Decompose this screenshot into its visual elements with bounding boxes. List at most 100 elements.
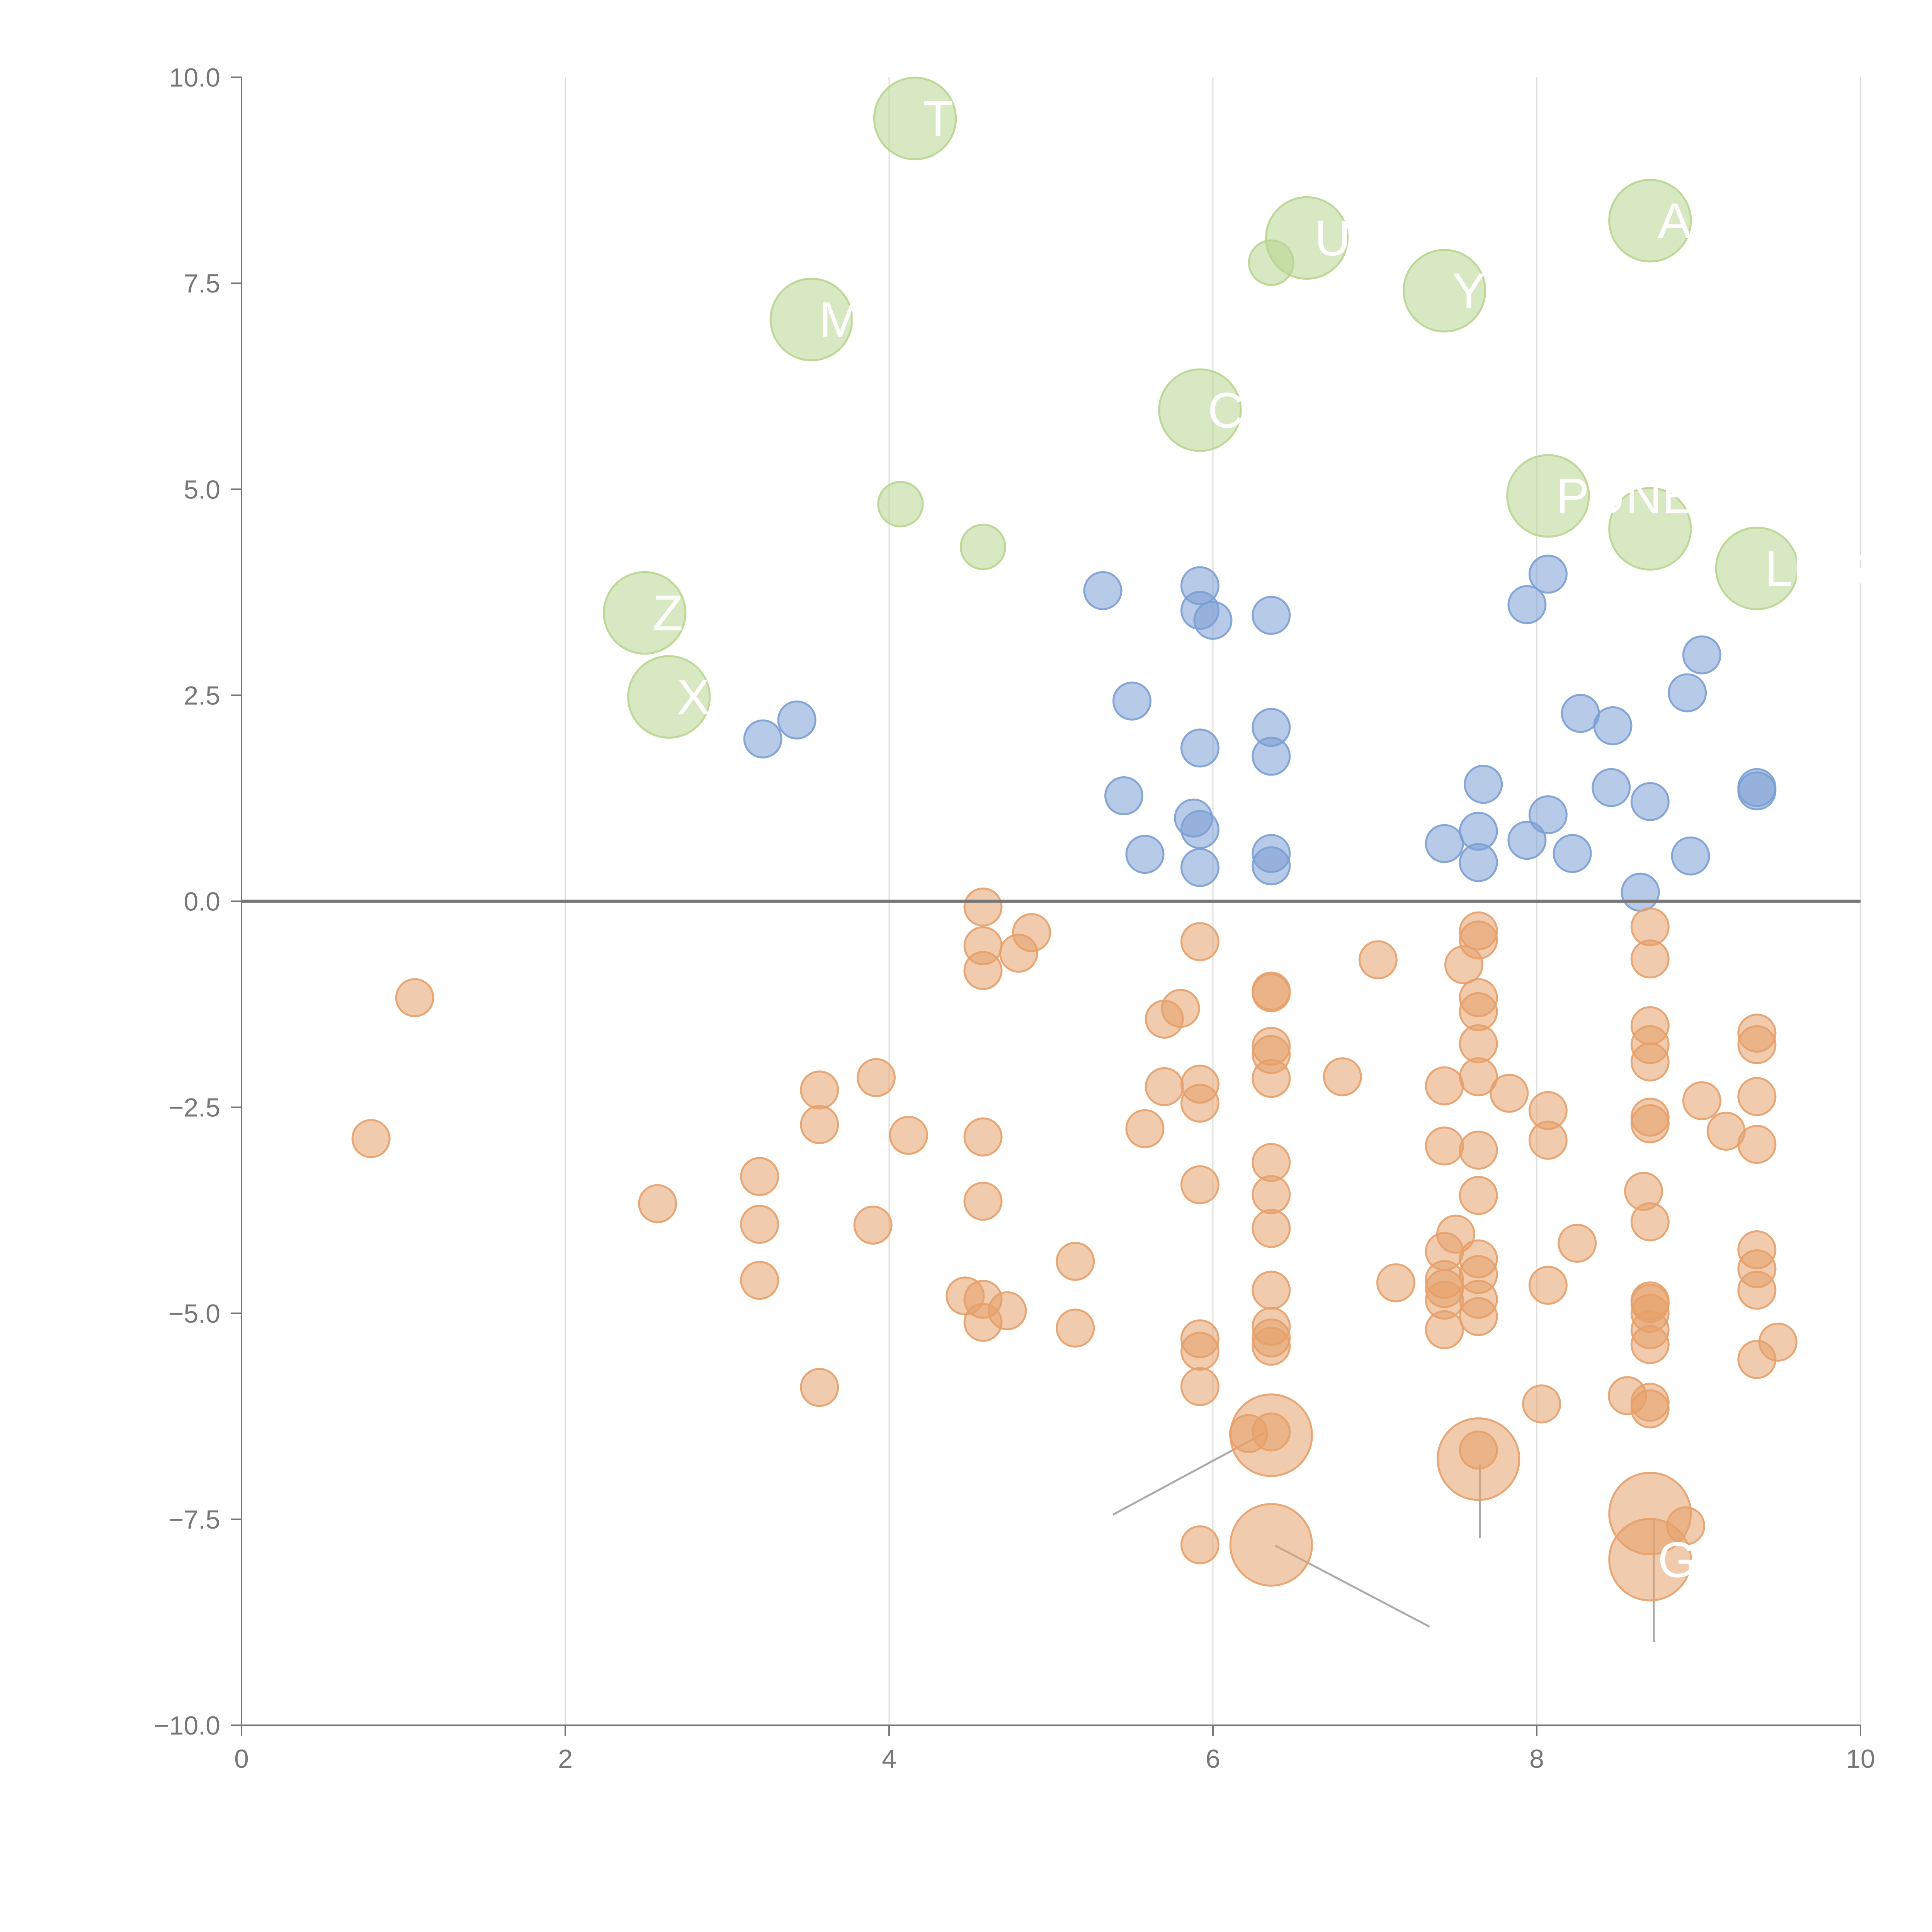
blue-data-point — [1112, 681, 1151, 721]
orange-data-point — [1376, 1263, 1415, 1303]
points-layer — [351, 77, 1799, 1602]
orange-data-point — [1608, 1518, 1692, 1602]
orange-data-point — [1630, 939, 1670, 979]
axis-layer: 0 2 4 6 8 10 10.0 7.5 5.0 2.5 0.0 −2.5 −5.0 −7.5 −10.0 — [154, 63, 1875, 1774]
orange-data-point — [1252, 1270, 1291, 1310]
orange-data-point — [800, 1368, 839, 1407]
orange-data-point — [853, 1206, 893, 1245]
orange-data-point — [1252, 1175, 1291, 1214]
blue-data-point — [1507, 585, 1547, 624]
x-tick-label: 2 — [558, 1744, 573, 1774]
green-data-point — [959, 524, 1007, 570]
green-data-point — [769, 277, 853, 362]
orange-data-point — [1459, 1297, 1498, 1336]
annotation-label: M — [819, 291, 861, 348]
green-data-point — [877, 481, 924, 527]
orange-data-point — [740, 1260, 779, 1300]
y-tick-label: 0.0 — [184, 887, 220, 917]
blue-data-point — [1671, 836, 1710, 876]
blue-data-point — [1180, 728, 1219, 768]
y-tick-label: −10.0 — [154, 1711, 220, 1740]
orange-data-point — [1180, 1083, 1219, 1123]
orange-data-point — [1630, 1104, 1670, 1143]
blue-data-point — [1180, 848, 1219, 887]
orange-data-point — [1459, 1176, 1498, 1215]
orange-data-point — [1682, 1081, 1721, 1121]
orange-data-point — [1425, 1310, 1464, 1349]
annotation-label: G — [1658, 1531, 1697, 1588]
orange-data-point — [1459, 1024, 1498, 1063]
orange-data-point — [1528, 1121, 1568, 1160]
x-tick-label: 0 — [234, 1744, 249, 1774]
blue-data-point — [1252, 596, 1291, 635]
blue-data-point — [1528, 554, 1568, 594]
orange-data-point — [1145, 999, 1184, 1039]
x-tick-label: 6 — [1206, 1744, 1220, 1774]
green-data-point — [603, 571, 687, 655]
orange-data-point — [1145, 1067, 1184, 1106]
orange-data-point — [1630, 1325, 1670, 1364]
y-tick-label: 7.5 — [184, 269, 220, 298]
y-tick-label: 10.0 — [169, 63, 220, 92]
blue-data-point — [1193, 600, 1233, 640]
annotation-label: LRG — [1765, 540, 1868, 597]
orange-data-point — [1459, 1131, 1498, 1170]
blue-data-point — [1083, 571, 1122, 611]
orange-data-point — [351, 1119, 391, 1158]
annotation-label: T — [923, 90, 953, 147]
orange-data-point — [800, 1070, 839, 1110]
orange-data-point — [963, 1303, 1003, 1342]
orange-data-point — [1630, 1042, 1670, 1082]
blue-data-point — [1180, 810, 1219, 849]
y-tick-label: −2.5 — [168, 1093, 220, 1122]
blue-data-point — [1668, 673, 1707, 713]
annotation-label: A — [1658, 192, 1691, 249]
orange-data-point — [1758, 1322, 1798, 1362]
blue-data-point — [1425, 824, 1464, 863]
x-tick-label: 8 — [1529, 1744, 1544, 1774]
orange-data-point — [1252, 973, 1291, 1012]
y-tick-label: 5.0 — [184, 475, 220, 504]
orange-data-point — [638, 1184, 677, 1223]
orange-data-point — [800, 1105, 839, 1144]
green-data-point — [1403, 249, 1486, 333]
orange-data-point — [1437, 1417, 1520, 1501]
orange-data-point — [1252, 1209, 1291, 1248]
orange-data-point — [1056, 1242, 1095, 1281]
orange-data-point — [1630, 1389, 1670, 1429]
orange-data-point — [1490, 1073, 1529, 1113]
annotation-label: Y — [1452, 262, 1486, 319]
orange-data-point — [740, 1157, 779, 1196]
orange-data-point — [1528, 1265, 1568, 1305]
orange-data-point — [1180, 922, 1219, 961]
annotation-label: PUNE — [1556, 468, 1695, 524]
green-data-point — [1506, 454, 1590, 538]
orange-data-point — [1252, 1327, 1291, 1366]
annotation-label: U — [1315, 210, 1351, 266]
orange-data-point — [1056, 1308, 1095, 1348]
x-tick-label: 4 — [882, 1744, 896, 1774]
y-tick-label: −7.5 — [168, 1505, 220, 1534]
orange-data-point — [1630, 1202, 1670, 1242]
blue-data-point — [743, 719, 782, 759]
orange-data-point — [1125, 1109, 1165, 1148]
orange-data-point — [963, 951, 1003, 990]
annotation-label-layer: T U Y A M C PUNE LRG ZX G — [652, 90, 1868, 1588]
blue-data-point — [1528, 795, 1568, 835]
orange-data-point — [1737, 1077, 1777, 1116]
orange-data-point — [963, 1182, 1003, 1221]
green-data-point — [1608, 487, 1692, 571]
y-tick-label: −5.0 — [168, 1299, 220, 1328]
annotation-label: C — [1208, 382, 1244, 439]
orange-data-point — [963, 1117, 1003, 1156]
blue-data-point — [1459, 843, 1498, 882]
x-tick-label: 10 — [1846, 1744, 1875, 1774]
orange-data-point — [1459, 1057, 1498, 1097]
orange-data-point — [1229, 1393, 1313, 1477]
orange-data-point — [395, 978, 434, 1017]
orange-data-point — [999, 934, 1038, 973]
orange-data-point — [1737, 1270, 1777, 1310]
orange-data-point — [963, 887, 1003, 927]
green-data-point — [1248, 239, 1294, 286]
